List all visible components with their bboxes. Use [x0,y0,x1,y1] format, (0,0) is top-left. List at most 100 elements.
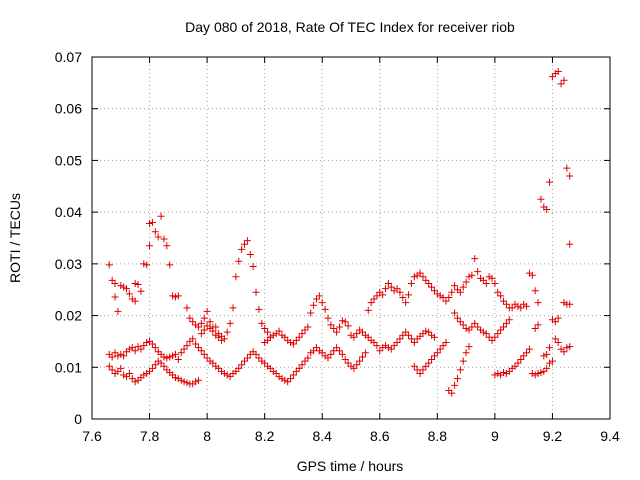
data-point [482,330,490,338]
data-point [123,373,131,381]
data-point [474,268,482,276]
data-point [108,366,116,374]
data-point [459,357,467,365]
data-point [531,371,539,379]
y-tick-label: 0.02 [55,308,82,324]
data-point [566,343,574,351]
data-point [479,276,487,284]
data-point [341,318,349,326]
data-point [148,364,156,372]
data-point [154,233,162,241]
data-point [226,319,234,327]
data-point [353,361,361,369]
data-point [353,330,361,338]
data-point [281,333,289,341]
data-point [166,353,174,361]
data-point [451,282,459,290]
data-point [502,319,510,327]
data-point [241,240,249,248]
data-point [465,273,473,281]
plot-frame [91,56,611,420]
data-point [543,350,551,358]
data-point [422,327,430,335]
data-point [111,293,119,301]
data-point [197,330,205,338]
data-point [425,359,433,367]
data-point [451,309,459,317]
data-point [554,67,562,75]
data-point [361,349,369,357]
data-point [292,367,300,375]
data-point [410,338,418,346]
data-point [255,354,263,362]
data-point [146,367,154,375]
data-point [171,293,179,301]
y-tick-label: 0 [74,411,82,427]
data-point [456,318,464,326]
data-point [479,328,487,336]
data-point [554,314,562,322]
data-point [301,357,309,365]
data-point [117,282,125,290]
data-point [546,178,554,186]
data-point [120,371,128,379]
data-point [301,326,309,334]
y-tick-label: 0.06 [55,101,82,117]
data-point [410,273,418,281]
data-point [289,371,297,379]
data-point [318,299,326,307]
data-point [235,257,243,265]
data-point [405,331,413,339]
data-point [523,349,531,357]
data-point [174,292,182,300]
data-point [183,342,191,350]
data-point [497,292,505,300]
data-point [218,336,225,344]
data-point [551,335,559,343]
data-point [462,349,470,357]
data-point [123,285,131,293]
data-point [540,367,548,375]
data-point [566,172,574,180]
x-tick-label: 7.6 [82,428,102,444]
data-point [232,367,240,375]
data-point [462,278,470,286]
data-point [120,352,128,360]
x-axis-label: GPS time / hours [297,458,404,474]
data-point [416,269,424,277]
data-point [563,344,571,352]
data-point [209,323,217,331]
data-point [528,271,536,279]
data-point [531,325,539,332]
data-point [514,359,522,367]
y-tick-label: 0.01 [55,359,82,375]
data-point [560,76,568,84]
data-point [367,299,375,307]
data-point [137,345,145,353]
data-point [396,335,404,343]
data-point [105,362,113,370]
data-point [488,336,496,344]
data-point [125,345,133,353]
data-point [315,292,323,300]
data-point [335,347,343,355]
data-point [151,344,159,352]
data-point [500,323,508,331]
data-point [241,357,249,365]
data-point [382,285,390,293]
data-point [157,212,165,220]
data-point [422,362,430,370]
data-point [215,333,223,341]
data-point [307,309,315,317]
data-point [442,297,450,305]
data-point [108,353,116,361]
x-tick-label: 8.4 [312,428,332,444]
data-point [266,364,274,372]
data-point [235,364,243,372]
data-point [128,375,136,383]
data-point [131,280,139,288]
data-point [295,333,303,341]
data-point [160,362,168,370]
data-point [543,364,551,372]
